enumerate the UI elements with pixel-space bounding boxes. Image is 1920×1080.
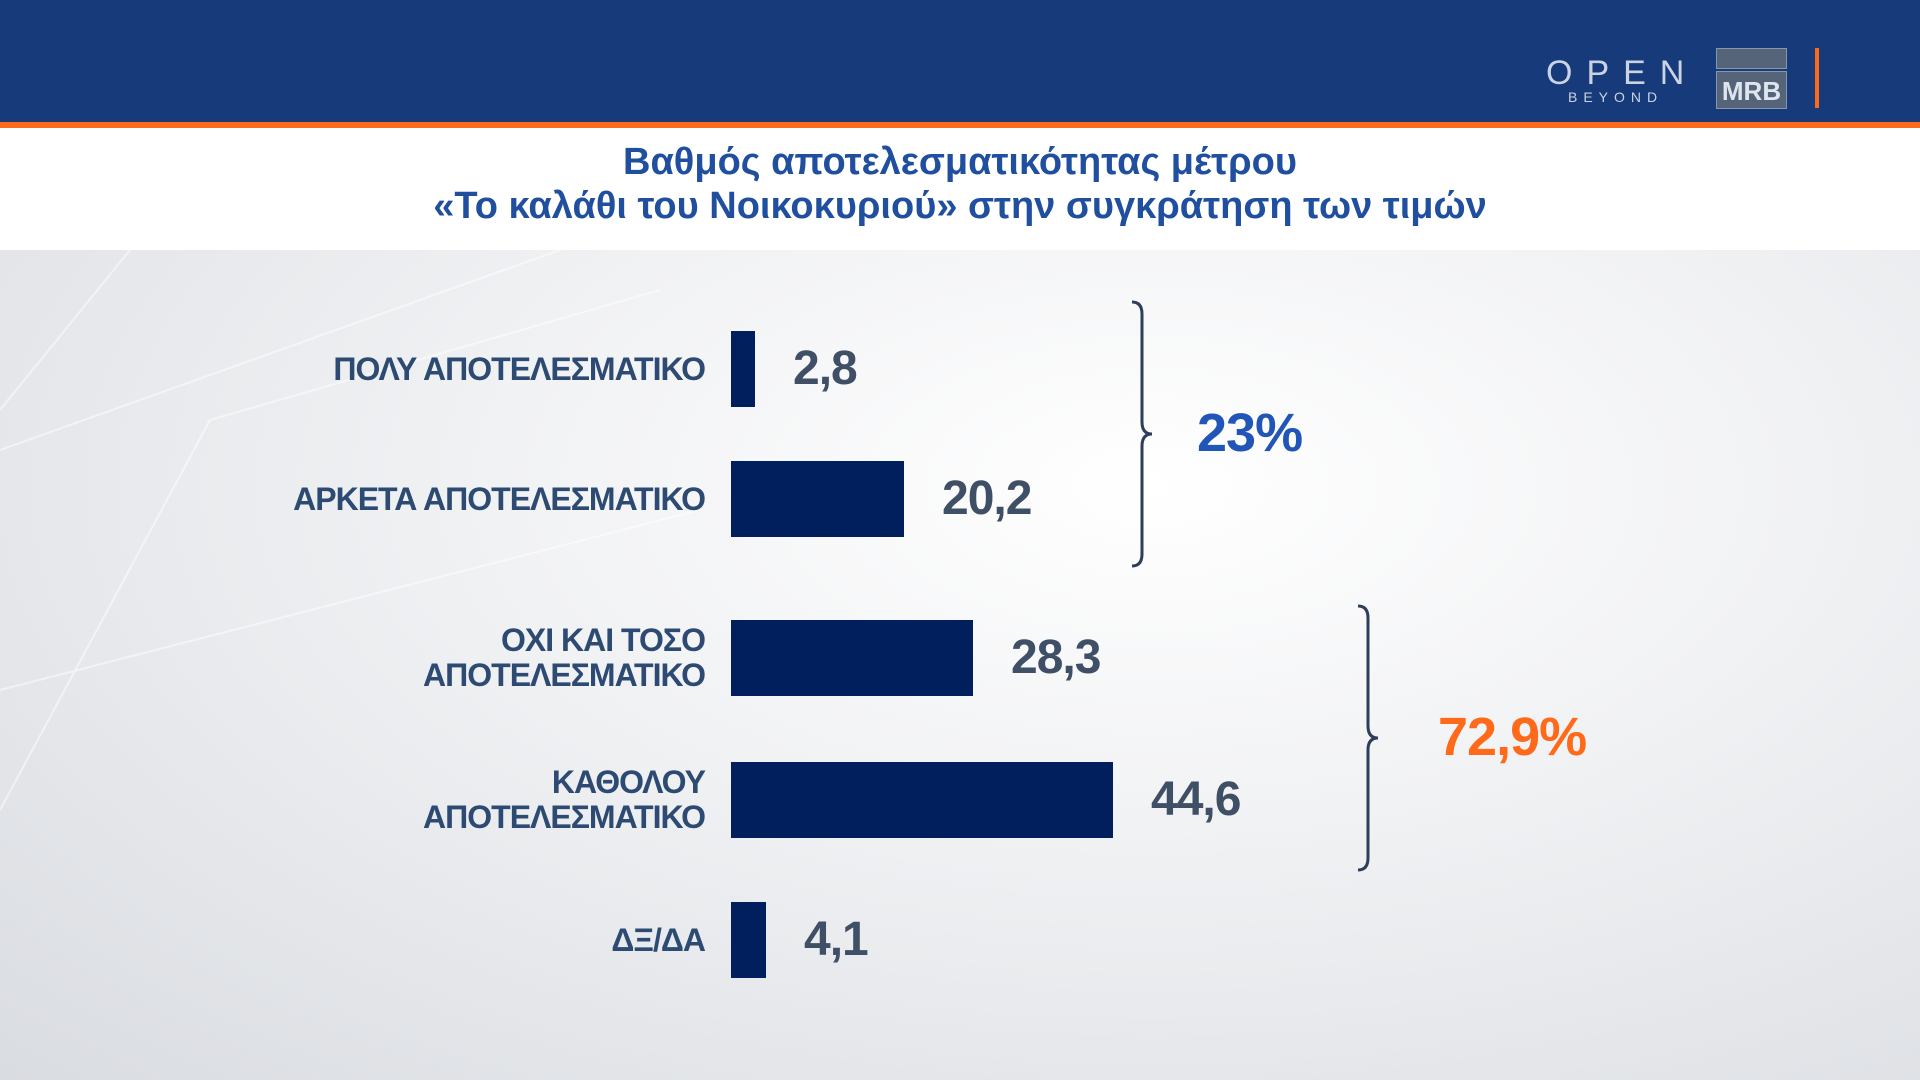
category-label: ΔΞ/ΔΑ	[611, 921, 706, 958]
group-bracket	[1131, 300, 1153, 568]
group-bracket	[1357, 604, 1379, 872]
value-label: 20,2	[942, 472, 1032, 525]
category-label: ΠΟΛΥ ΑΠΟΤΕΛΕΣΜΑΤΙΚΟ	[333, 350, 706, 387]
logo-divider	[1815, 48, 1819, 108]
value-label: 2,8	[793, 342, 858, 395]
header-divider	[0, 122, 1920, 128]
category-label: ΟΧΙ ΚΑΙ ΤΟΣΟ ΑΠΟΤΕΛΕΣΜΑΤΙΚΟ	[423, 622, 706, 693]
bar	[731, 620, 973, 696]
category-label: ΑΡΚΕΤΑ ΑΠΟΤΕΛΕΣΜΑΤΙΚΟ	[293, 480, 706, 517]
category-label: ΚΑΘΟΛΟΥ ΑΠΟΤΕΛΕΣΜΑΤΙΚΟ	[423, 764, 706, 835]
mrb-logo-top	[1716, 48, 1787, 69]
mrb-logo: MRB	[1716, 71, 1787, 109]
value-label: 4,1	[804, 913, 869, 966]
bar	[731, 461, 904, 537]
value-label: 44,6	[1151, 773, 1241, 826]
header-bar	[0, 0, 1920, 122]
bar	[731, 902, 766, 978]
group-total-label: 23%	[1197, 403, 1303, 463]
group-total-label: 72,9%	[1438, 707, 1587, 767]
bar	[731, 331, 755, 407]
bar	[731, 762, 1113, 838]
value-label: 28,3	[1011, 631, 1101, 684]
title-line-2: «Το καλάθι του Νοικοκυριού» στην συγκράτ…	[433, 185, 1487, 227]
title-line-1: Βαθμός αποτελεσματικότητας μέτρου	[623, 141, 1297, 183]
open-logo: OPEN BEYOND	[1546, 54, 1699, 105]
background-decoration	[0, 250, 700, 811]
chart-title: Βαθμός αποτελεσματικότητας μέτρου «Το κα…	[0, 128, 1920, 250]
